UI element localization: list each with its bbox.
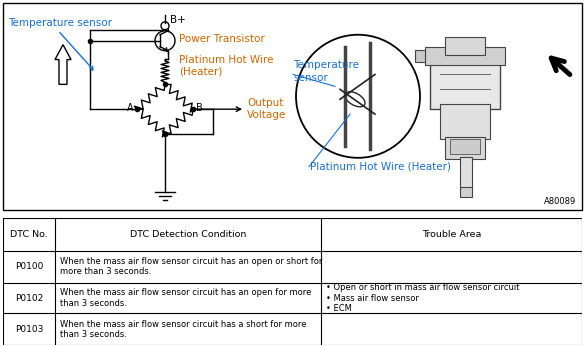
Text: P0103: P0103 [15, 325, 43, 334]
Bar [440, 104, 490, 139]
Text: When the mass air flow sensor circuit has a short for more
than 3 seconds.: When the mass air flow sensor circuit ha… [60, 320, 306, 339]
Bar [445, 37, 485, 54]
Bar [425, 46, 505, 65]
Text: B: B [196, 103, 203, 113]
Text: • Open or short in mass air flow sensor circuit
• Mass air flow sensor
• ECM: • Open or short in mass air flow sensor … [326, 283, 519, 313]
Text: Platinum Hot Wire (Heater): Platinum Hot Wire (Heater) [310, 162, 451, 172]
Bar [445, 137, 485, 159]
Text: Temperature sensor: Temperature sensor [8, 18, 112, 28]
Text: DTC No.: DTC No. [10, 230, 48, 239]
Bar [460, 187, 472, 196]
Text: When the mass air flow sensor circuit has an open for more
than 3 seconds.: When the mass air flow sensor circuit ha… [60, 288, 311, 308]
Text: When the mass air flow sensor circuit has an open or short for
more than 3 secon: When the mass air flow sensor circuit ha… [60, 257, 322, 277]
FancyBboxPatch shape [430, 54, 500, 109]
Text: Output
Voltage: Output Voltage [247, 98, 286, 120]
Text: Temperature
sensor: Temperature sensor [293, 60, 359, 83]
Bar [415, 50, 425, 61]
Text: P0100: P0100 [15, 262, 43, 271]
Text: Platinum Hot Wire
(Heater): Platinum Hot Wire (Heater) [179, 54, 273, 77]
Text: Trouble Area: Trouble Area [422, 230, 481, 239]
Text: P0102: P0102 [15, 294, 43, 303]
Text: B+: B+ [170, 15, 186, 25]
Text: A80089: A80089 [543, 197, 576, 206]
Text: A: A [128, 103, 134, 113]
Text: Power Transistor: Power Transistor [179, 34, 265, 44]
Bar [460, 157, 472, 188]
Bar [3, 218, 582, 251]
Bar [450, 139, 480, 154]
Text: DTC Detection Condition: DTC Detection Condition [130, 230, 246, 239]
